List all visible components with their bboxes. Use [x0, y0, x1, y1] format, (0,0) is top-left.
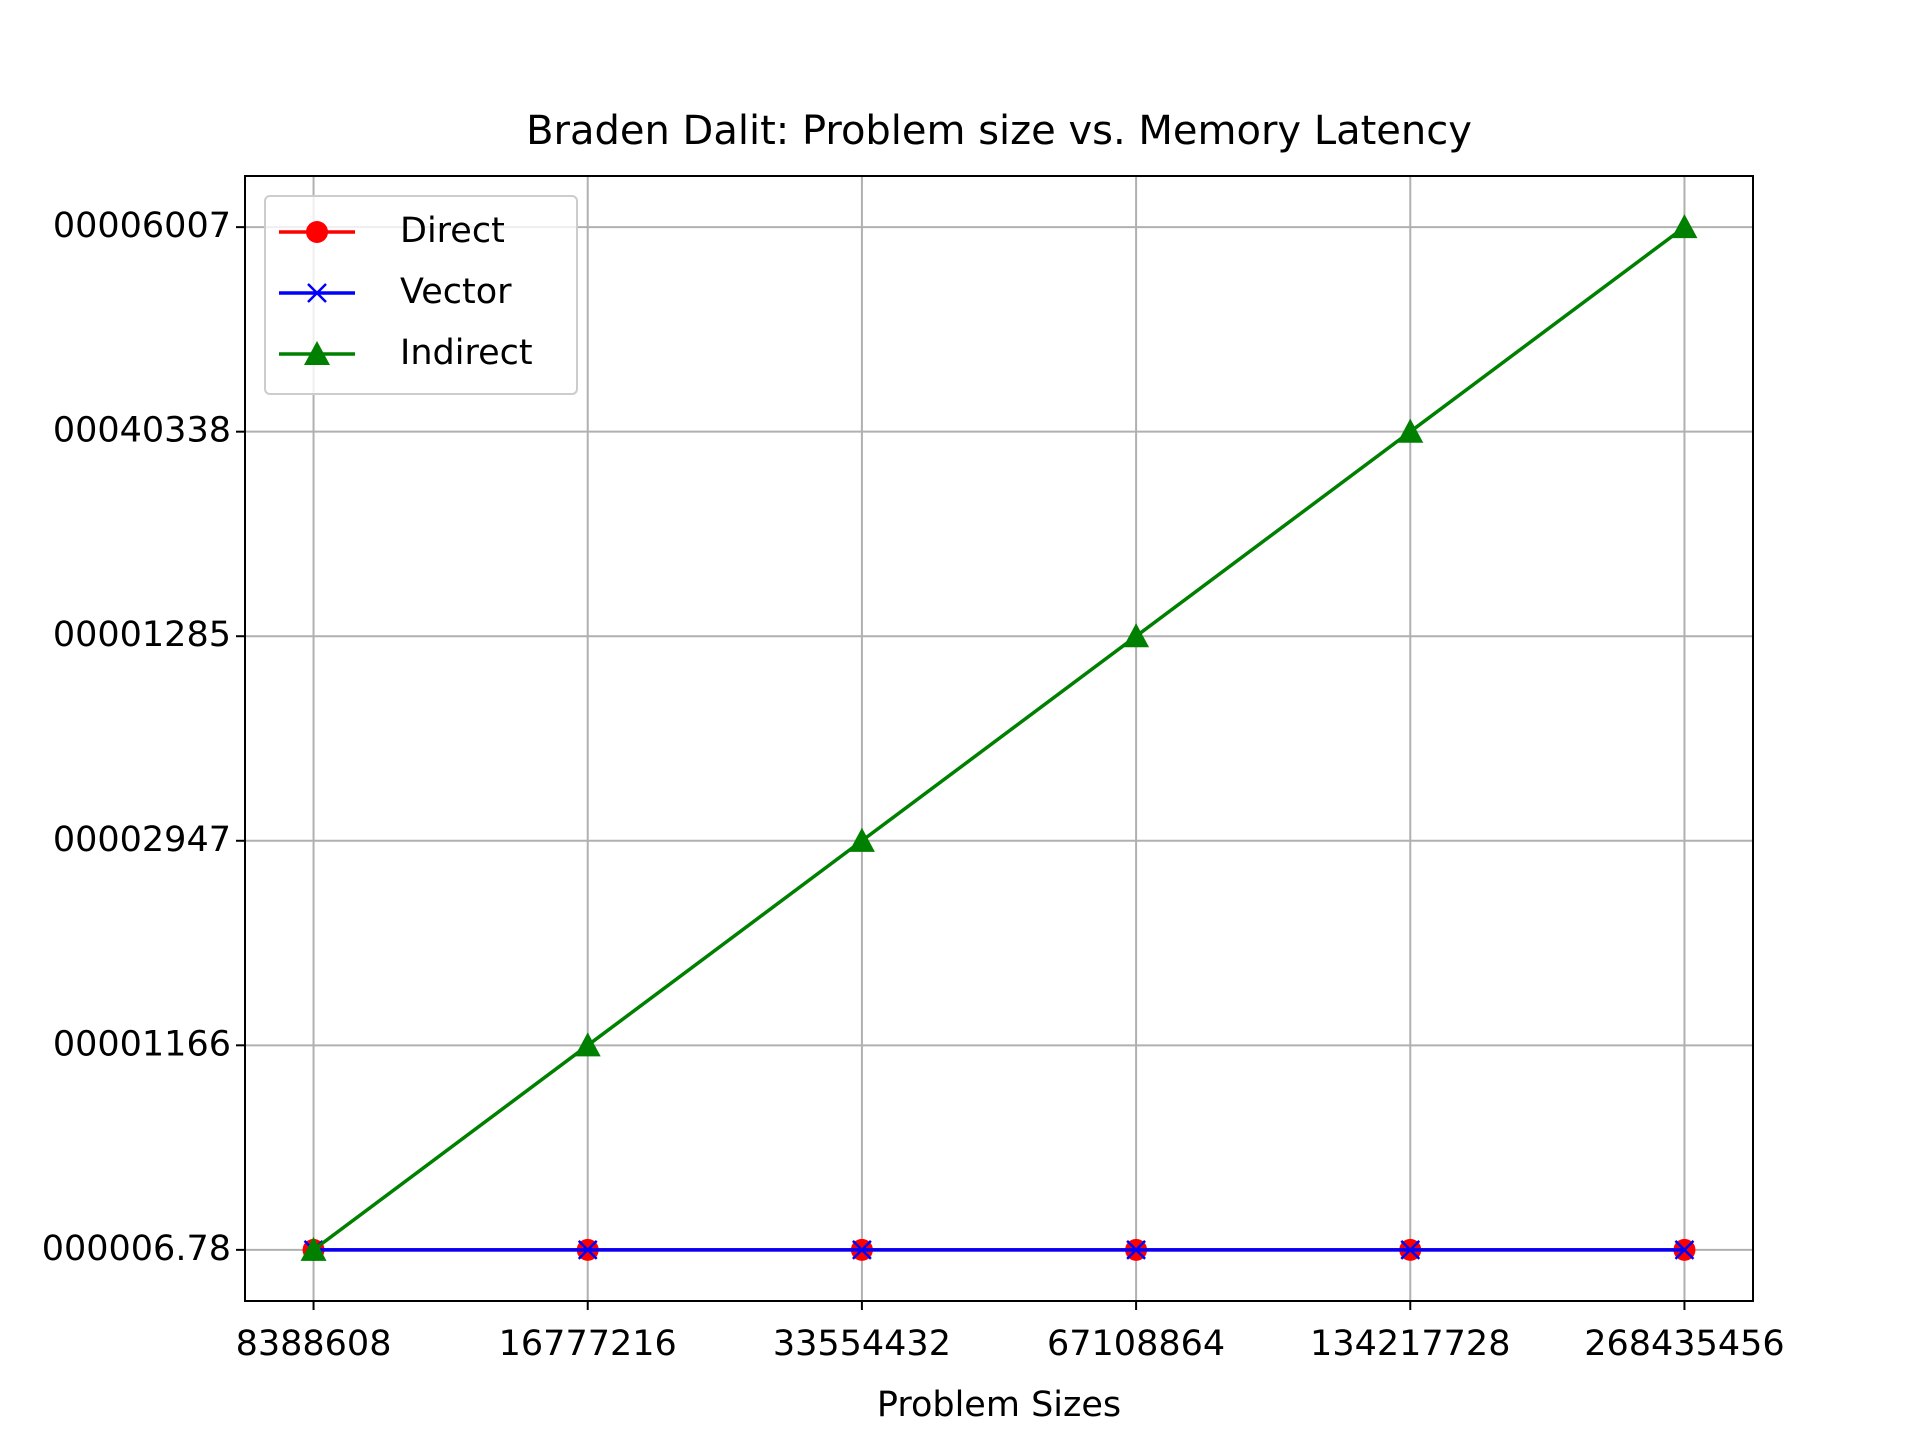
y-tick-label: 00001166 [53, 1024, 231, 1064]
x-axis-label: Problem Sizes [877, 1385, 1121, 1425]
x-tick-label: 268435456 [1584, 1324, 1784, 1364]
y-tick-label: 00002947 [53, 820, 231, 860]
legend-label: Direct [400, 211, 505, 251]
data-point [577, 1239, 598, 1260]
y-tick-label: 00040338 [53, 411, 231, 451]
data-point [1400, 1239, 1421, 1260]
legend-label: Vector [400, 272, 512, 312]
legend-marker [306, 221, 328, 243]
legend-label: Indirect [400, 333, 533, 373]
legend-box [264, 195, 578, 395]
data-point [1123, 623, 1150, 648]
chart-title: Braden Dalit: Problem size vs. Memory La… [526, 108, 1472, 154]
plot-frame [244, 175, 1754, 1302]
x-tick-label: 8388608 [236, 1324, 392, 1364]
data-point [1674, 1239, 1695, 1260]
data-point [852, 1239, 872, 1260]
data-point [1671, 214, 1698, 239]
legend-marker [304, 341, 330, 366]
legend-marker [307, 283, 327, 303]
data-point [1126, 1239, 1146, 1260]
data-point [1397, 418, 1424, 443]
x-tick-label: 67108864 [1047, 1324, 1225, 1364]
y-tick-label: 00006007 [53, 206, 231, 246]
data-point [300, 1236, 327, 1261]
x-tick-label: 16777216 [499, 1324, 677, 1364]
y-tick-label: 000006.78 [42, 1229, 231, 1269]
data-point [574, 1032, 601, 1057]
x-tick-label: 134217728 [1310, 1324, 1510, 1364]
data-point [848, 827, 875, 852]
series-line [312, 225, 1686, 1252]
y-tick-label: 00001285 [53, 615, 231, 655]
x-tick-label: 33554432 [773, 1324, 951, 1364]
